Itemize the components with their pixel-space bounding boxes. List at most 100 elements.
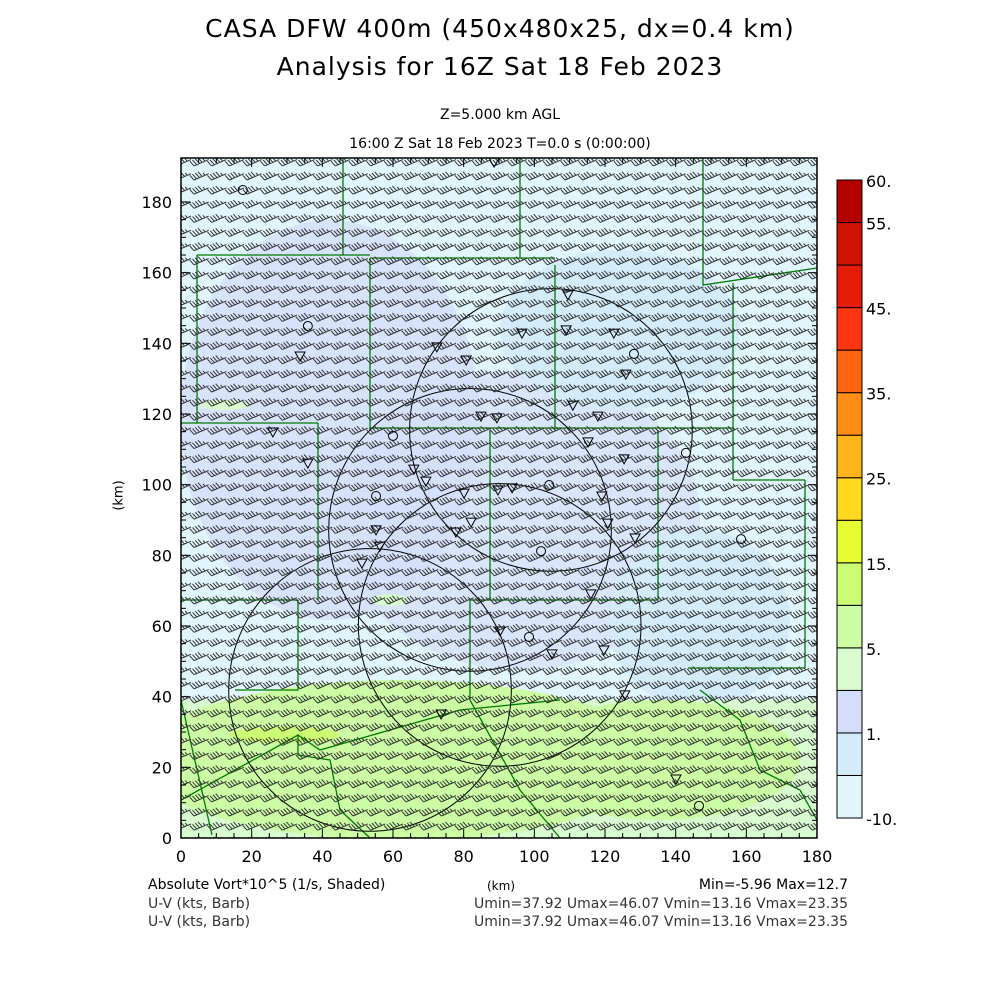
wind-barb <box>330 298 351 308</box>
wind-barb <box>595 567 616 577</box>
wind-barb <box>366 567 386 577</box>
wind-barb <box>489 595 510 605</box>
wind-barb <box>181 793 192 801</box>
wind-barb <box>401 807 421 817</box>
wind-barb <box>260 227 280 238</box>
wind-barb <box>348 694 368 704</box>
wind-barb <box>507 171 527 181</box>
wind-barb <box>507 341 527 351</box>
wind-barb <box>560 454 580 464</box>
wind-barb <box>737 553 757 563</box>
wind-barb <box>701 213 722 223</box>
wind-barb <box>684 694 704 704</box>
wind-barb <box>666 736 686 746</box>
station-triangle-marker <box>491 413 503 424</box>
wind-barb <box>313 425 333 435</box>
wind-barb <box>383 595 404 605</box>
wind-barb <box>772 765 792 775</box>
wind-barb <box>242 312 262 322</box>
wind-barb <box>489 298 510 308</box>
wind-barb <box>295 637 315 647</box>
wind-barb <box>313 807 333 817</box>
wind-barb <box>181 539 192 547</box>
wind-barb <box>454 623 474 633</box>
wind-barb <box>613 185 633 195</box>
wind-barb <box>454 553 474 563</box>
wind-barb <box>631 793 651 803</box>
wind-barb <box>578 694 598 704</box>
wind-barb <box>207 595 227 605</box>
wind-barb <box>542 411 563 421</box>
wind-barb <box>754 595 775 605</box>
wind-barb <box>701 708 722 718</box>
wind-barb <box>542 242 563 252</box>
wind-barb <box>242 242 262 252</box>
station-triangle-marker <box>629 533 641 545</box>
y-tick-label: 180 <box>141 193 172 212</box>
wind-barb <box>790 510 810 520</box>
wind-barb <box>472 496 492 506</box>
wind-barb <box>348 158 368 167</box>
wind-barb <box>578 736 598 746</box>
wind-barb <box>277 750 298 760</box>
wind-barb <box>719 722 739 732</box>
wind-barb <box>648 185 669 195</box>
wind-barb <box>242 581 262 591</box>
wind-barb <box>330 468 351 478</box>
wind-barb <box>181 200 192 207</box>
wind-barb <box>701 227 722 238</box>
wind-barb <box>507 270 527 280</box>
wind-barb <box>419 171 439 181</box>
wind-barb <box>684 199 704 209</box>
wind-barb <box>542 454 563 464</box>
wind-barb <box>489 411 510 421</box>
wind-barb <box>507 722 527 732</box>
wind-barb <box>754 425 775 435</box>
wind-barb <box>313 256 333 266</box>
wind-barb <box>419 694 439 704</box>
wind-barb <box>648 256 669 266</box>
wind-barb <box>684 722 704 732</box>
wind-barb <box>472 454 492 464</box>
wind-barb <box>181 581 192 589</box>
station-triangle-marker <box>450 527 462 539</box>
wind-barb <box>295 312 315 322</box>
wind-barb <box>348 779 368 789</box>
wind-barb <box>330 439 351 450</box>
wind-barb <box>242 298 262 308</box>
wind-barb <box>189 171 209 181</box>
wind-barb <box>207 821 227 831</box>
wind-barb <box>684 651 704 662</box>
wind-barb <box>613 468 633 478</box>
wind-barb <box>595 779 616 789</box>
wind-barb <box>189 821 209 831</box>
wind-barb <box>260 722 280 732</box>
wind-barb <box>348 736 368 746</box>
wind-barb <box>560 256 580 266</box>
wind-barb <box>648 750 669 760</box>
wind-barb <box>631 468 651 478</box>
wind-barb <box>560 637 580 647</box>
wind-barb <box>454 680 474 690</box>
wind-barb <box>737 524 757 534</box>
wind-barb <box>454 158 474 167</box>
wind-barb <box>436 213 457 223</box>
wind-barb <box>454 270 474 280</box>
wind-barb <box>772 609 792 619</box>
wind-barb <box>772 581 792 591</box>
wind-barb <box>207 158 227 167</box>
wind-barb <box>790 524 810 534</box>
wind-barb <box>790 496 810 506</box>
wind-barb <box>330 482 351 492</box>
wind-barb <box>181 722 192 730</box>
wind-barb <box>401 482 421 492</box>
wind-barb <box>295 567 315 577</box>
wind-barb <box>684 355 704 365</box>
wind-barb <box>242 637 262 647</box>
wind-barb <box>489 553 510 563</box>
wind-barb <box>189 242 209 252</box>
wind-barb <box>277 779 298 789</box>
wind-barb <box>348 567 368 577</box>
wind-barb <box>277 524 298 534</box>
station-circle-marker <box>302 321 313 332</box>
